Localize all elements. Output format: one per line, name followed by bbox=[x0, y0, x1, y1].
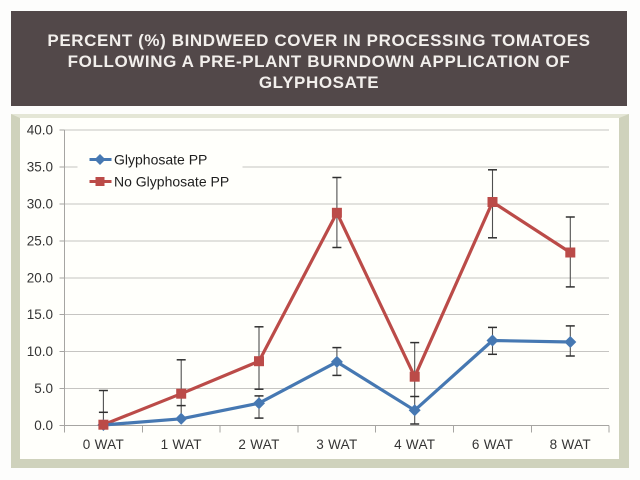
svg-text:6 WAT: 6 WAT bbox=[472, 437, 513, 452]
svg-text:15.0: 15.0 bbox=[27, 307, 53, 322]
svg-text:Glyphosate PP: Glyphosate PP bbox=[114, 152, 207, 168]
svg-text:5.0: 5.0 bbox=[34, 381, 53, 396]
svg-text:30.0: 30.0 bbox=[27, 196, 53, 211]
svg-text:8 WAT: 8 WAT bbox=[550, 437, 591, 452]
svg-text:20.0: 20.0 bbox=[27, 270, 53, 285]
svg-text:4 WAT: 4 WAT bbox=[394, 437, 435, 452]
svg-text:2 WAT: 2 WAT bbox=[238, 437, 279, 452]
svg-text:3 WAT: 3 WAT bbox=[316, 437, 357, 452]
svg-text:40.0: 40.0 bbox=[27, 123, 53, 138]
svg-text:0 WAT: 0 WAT bbox=[83, 437, 124, 452]
svg-text:No Glyphosate PP: No Glyphosate PP bbox=[114, 174, 229, 190]
svg-text:35.0: 35.0 bbox=[27, 160, 53, 175]
svg-text:10.0: 10.0 bbox=[27, 344, 53, 359]
svg-text:1 WAT: 1 WAT bbox=[161, 437, 202, 452]
svg-text:25.0: 25.0 bbox=[27, 233, 53, 248]
svg-text:0.0: 0.0 bbox=[34, 418, 53, 433]
